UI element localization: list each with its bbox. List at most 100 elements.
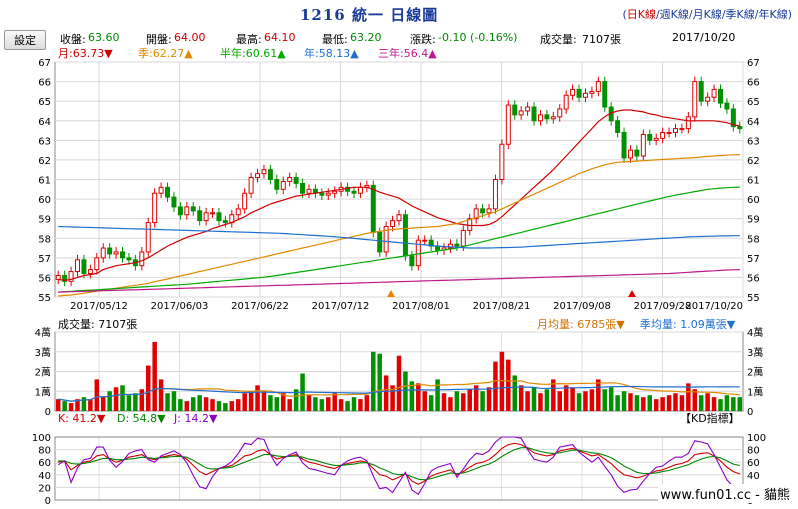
candle <box>467 213 473 236</box>
ma-line <box>58 109 740 282</box>
candle <box>525 102 531 116</box>
volume-bar <box>647 395 653 411</box>
price-y-tick-right: 66 <box>747 78 760 89</box>
kd-frame <box>54 436 744 501</box>
candle-body <box>81 259 87 274</box>
candle-body <box>563 94 569 110</box>
candle-body <box>248 177 254 194</box>
x-tick-label: 2017/07/12 <box>312 301 370 312</box>
candle <box>210 207 216 218</box>
candle <box>100 243 106 263</box>
change-label: 漲跌: <box>410 33 436 46</box>
candle <box>402 209 408 261</box>
volume-bar <box>403 371 408 411</box>
ma-line <box>58 154 740 297</box>
volume-month-avg: 月均量: 6785張▼ <box>537 318 625 331</box>
candle-body <box>402 214 408 257</box>
tab-daily-k[interactable]: 日K線 <box>626 8 656 21</box>
settings-button[interactable]: 設定 <box>4 30 46 50</box>
kd-y-tick-left: 60 <box>38 458 51 469</box>
tab-weekly-k[interactable]: 週K線 <box>659 8 689 21</box>
candle-body <box>730 108 736 128</box>
candle-body <box>75 259 80 273</box>
volume-bar <box>737 397 743 411</box>
volume-bar <box>210 399 215 411</box>
volume-bar <box>364 395 370 411</box>
volume-bar <box>718 399 723 411</box>
volume-bar <box>120 385 125 411</box>
volume-bar <box>441 393 447 411</box>
candle-body <box>351 190 357 194</box>
volume-bar <box>81 397 87 411</box>
tab-quarterly-k[interactable]: 季K線 <box>725 8 755 21</box>
candle-body <box>557 108 563 118</box>
volume-bar <box>287 399 292 411</box>
volume-bar <box>448 397 453 411</box>
x-tick-label: 2017/08/01 <box>392 301 450 312</box>
candle <box>222 215 228 228</box>
volume-bar <box>75 399 80 411</box>
volume-bar <box>306 395 312 411</box>
volume-y-tick-left: 2萬 <box>35 366 51 379</box>
candle <box>75 254 80 277</box>
volume-bar <box>223 403 228 411</box>
candle <box>634 145 640 161</box>
candle <box>126 252 132 265</box>
volume-bar <box>152 341 157 411</box>
candle-body <box>486 208 492 214</box>
candle-body <box>698 81 704 102</box>
ma-quarter-label: 季:62.27▲ <box>138 47 193 60</box>
candle-body <box>184 206 190 216</box>
price-y-tick-left: 64 <box>38 117 51 128</box>
price-candles <box>55 76 743 287</box>
candle <box>177 202 183 220</box>
price-y-tick-right: 65 <box>747 97 760 108</box>
price-y-tick-left: 58 <box>38 234 51 245</box>
candle <box>711 84 717 103</box>
candle <box>422 235 428 246</box>
volume-bar <box>178 399 183 411</box>
volume-bar <box>184 401 190 411</box>
price-y-tick-right: 56 <box>747 273 760 284</box>
candle <box>332 186 338 199</box>
x-tick-label: 2017/06/22 <box>231 301 289 312</box>
candle <box>737 121 743 134</box>
x-tick-label: 2017/09/28 <box>634 301 692 312</box>
candle-body <box>447 243 453 249</box>
candle <box>627 145 633 163</box>
price-axis: 55 55 56 56 57 57 58 58 59 59 60 60 61 61 62 62 63 63 64 64… <box>38 58 759 312</box>
volume-bar <box>493 361 498 411</box>
kd-j-line <box>57 436 741 496</box>
kd-y-tick-left: 80 <box>38 446 51 457</box>
volume-bar <box>602 389 608 411</box>
volume-bar <box>68 403 74 411</box>
candle-body <box>107 247 113 255</box>
candle <box>518 106 524 120</box>
candle-body <box>325 192 331 196</box>
high-value: 64.10 <box>264 31 296 44</box>
candle-body <box>653 137 659 141</box>
volume-bar <box>383 375 389 411</box>
volume-bar <box>88 399 93 411</box>
volume-bar <box>596 379 601 411</box>
kd-panel: 002020404060608080100100 <box>32 433 766 507</box>
tab-yearly-k[interactable]: 年K線 <box>758 8 788 21</box>
volume-bar <box>666 395 672 411</box>
candle <box>647 129 653 146</box>
candle <box>557 104 563 122</box>
candle <box>190 202 196 216</box>
volume-bar <box>338 399 344 411</box>
volume-bar <box>589 389 595 411</box>
candle <box>640 129 646 161</box>
candle-body <box>454 243 460 247</box>
volume-bar <box>480 391 485 411</box>
tab-monthly-k[interactable]: 月K線 <box>692 8 722 21</box>
candle <box>293 172 299 189</box>
volume-bar <box>608 387 614 411</box>
price-y-tick-right: 67 <box>747 58 760 69</box>
candle <box>531 102 537 126</box>
candle <box>390 215 396 232</box>
volume-bar <box>538 393 543 411</box>
candle <box>255 168 261 183</box>
price-y-tick-left: 57 <box>38 254 51 265</box>
